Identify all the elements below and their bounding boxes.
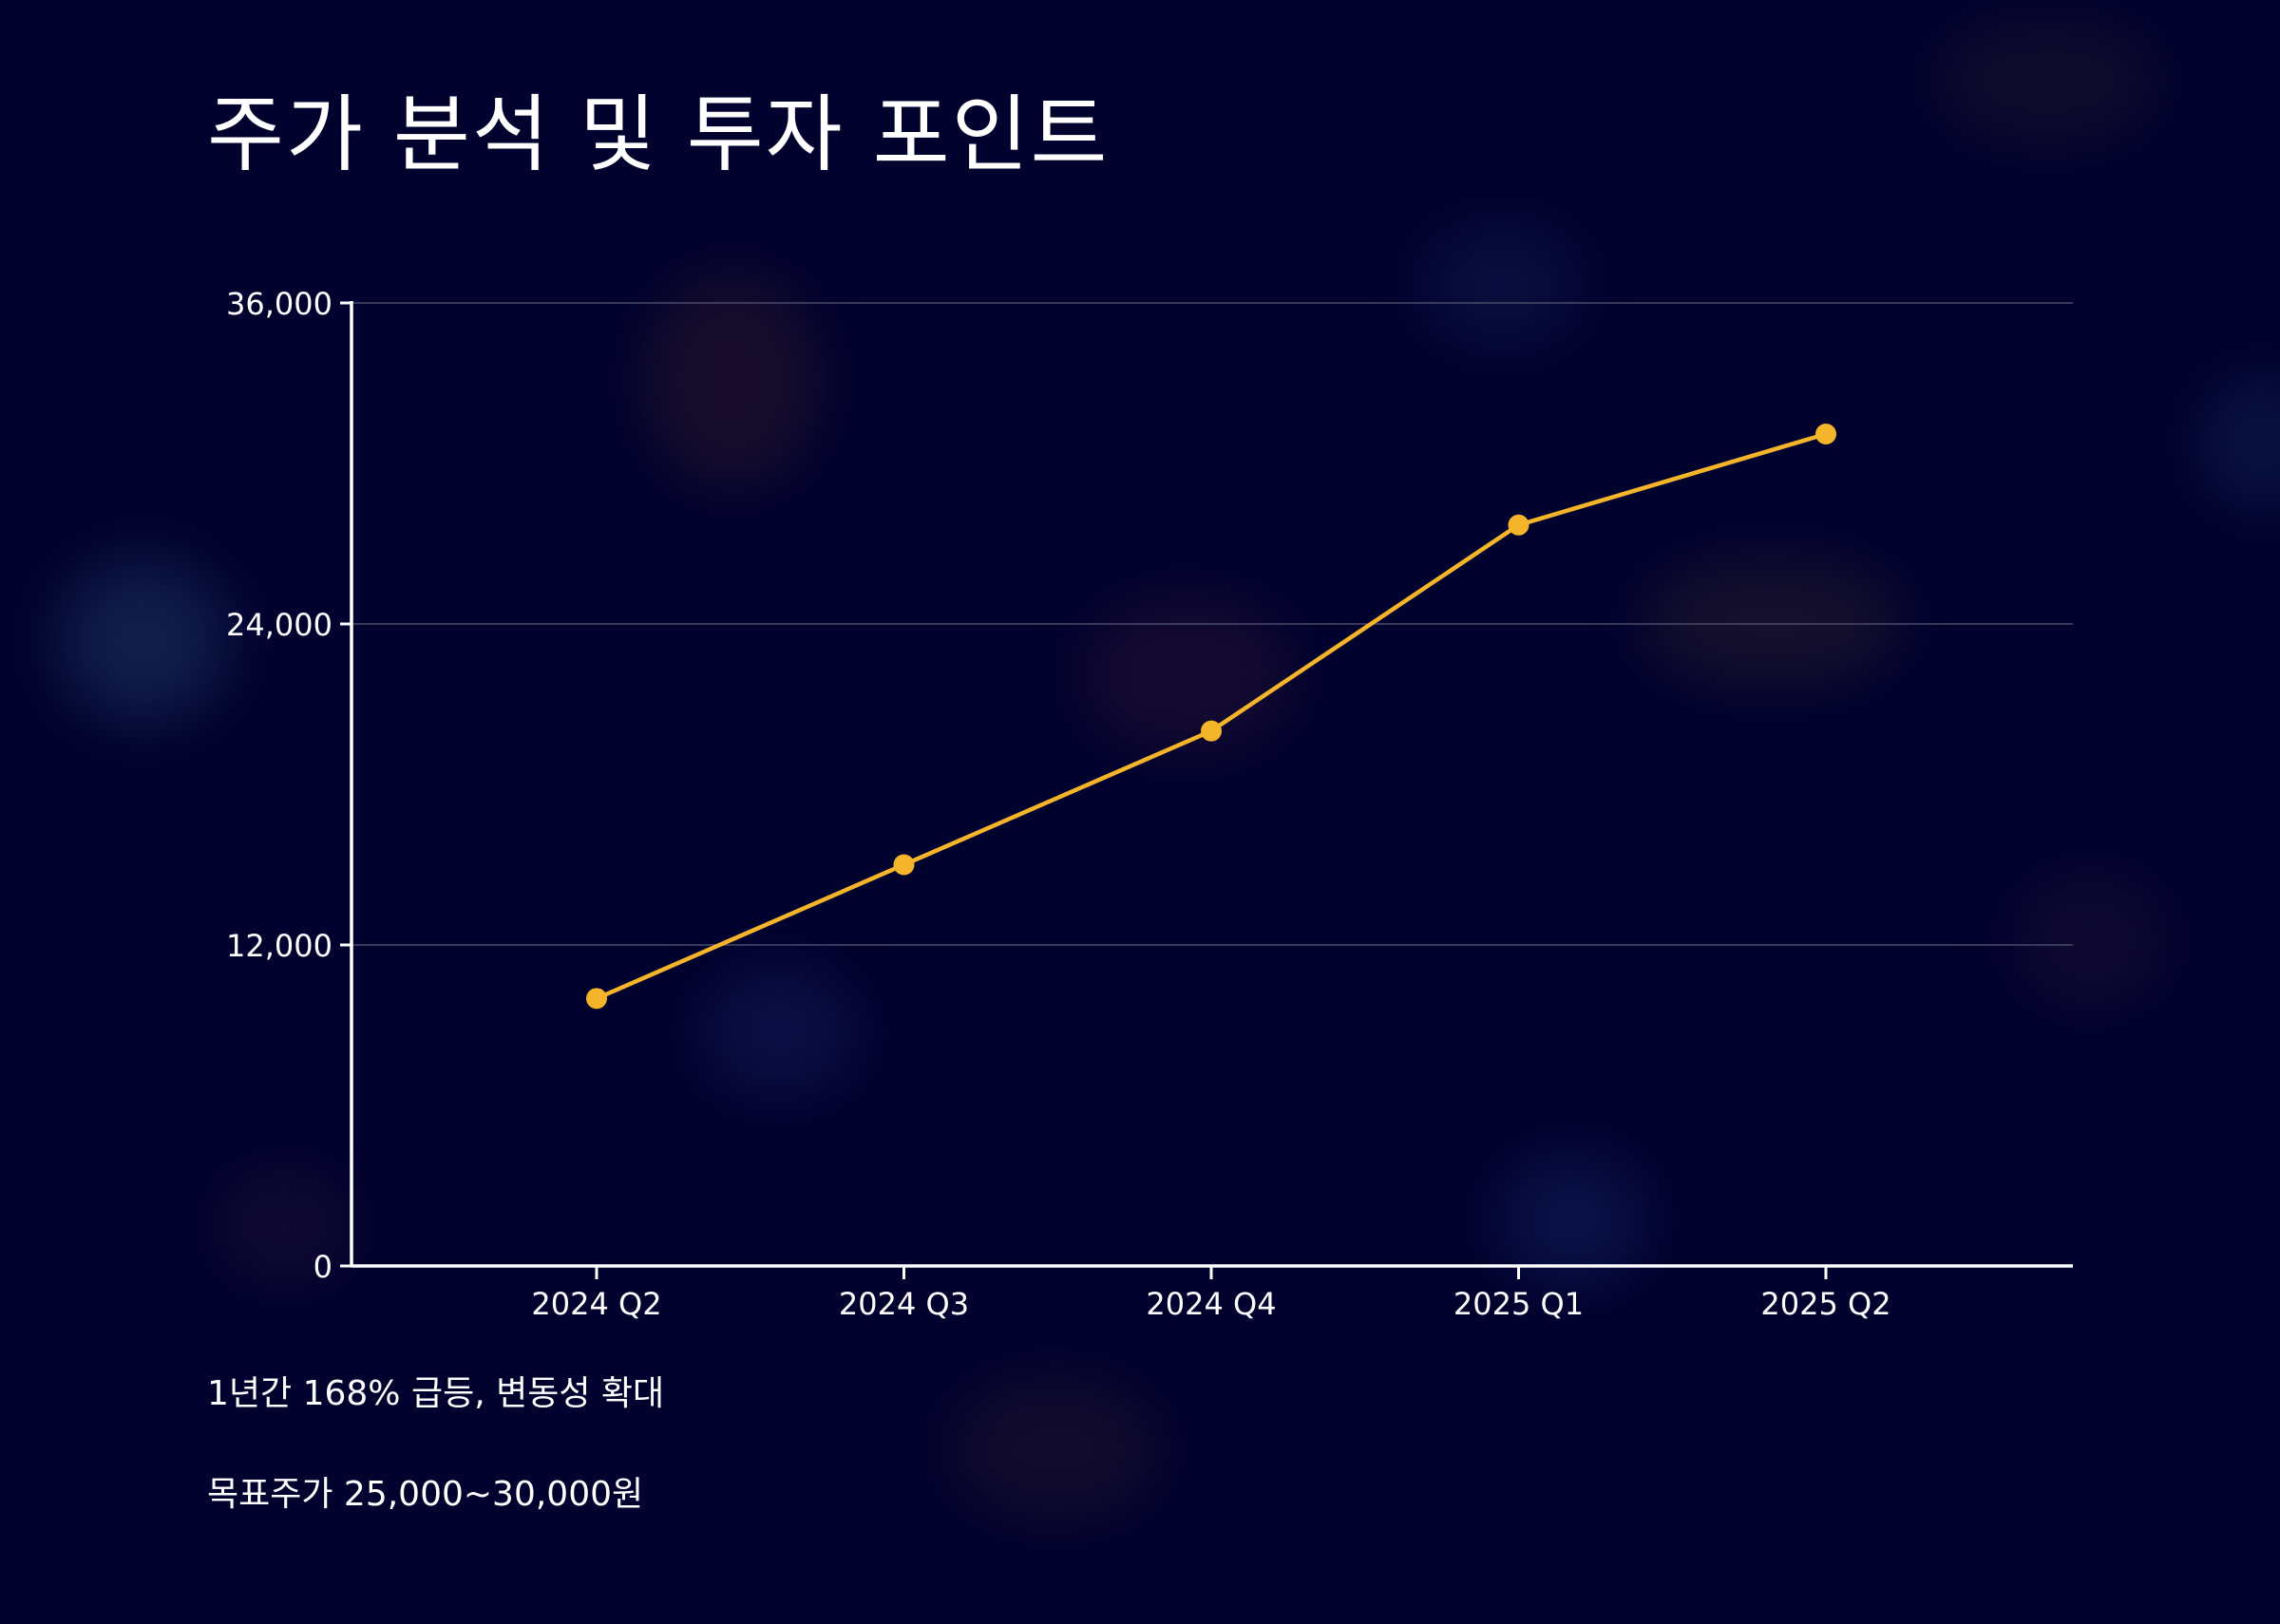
axes: [340, 301, 2073, 1279]
data-series: [586, 424, 1836, 1010]
x-tick-label: 2024 Q3: [839, 1286, 969, 1322]
data-point: [1201, 720, 1222, 742]
y-tick-label: 0: [314, 1249, 332, 1285]
page-title: 주가 분석 및 투자 포인트: [207, 85, 1110, 183]
data-point: [893, 854, 915, 876]
grid-lines: [352, 302, 2073, 946]
series-line: [596, 431, 1827, 1001]
x-tick-label: 2024 Q2: [531, 1286, 661, 1322]
y-tick-label: 24,000: [226, 607, 332, 643]
data-point: [586, 988, 607, 1010]
note-growth: 1년간 168% 급등, 변동성 확대: [207, 1374, 665, 1413]
y-tick-label: 12,000: [226, 928, 332, 964]
tick-labels: 0 12,000 24,000 36,000 2024 Q2 2024 Q3 2024 Q4…: [226, 286, 1891, 1322]
data-point: [1508, 514, 1530, 536]
x-tick-label: 2025 Q2: [1760, 1286, 1890, 1322]
note-target-price: 목표주가 25,000~30,000원: [207, 1475, 644, 1514]
y-tick-label: 36,000: [226, 286, 332, 322]
x-tick-label: 2024 Q4: [1146, 1286, 1276, 1322]
x-tick-label: 2025 Q1: [1454, 1286, 1584, 1322]
data-point: [1815, 424, 1836, 445]
